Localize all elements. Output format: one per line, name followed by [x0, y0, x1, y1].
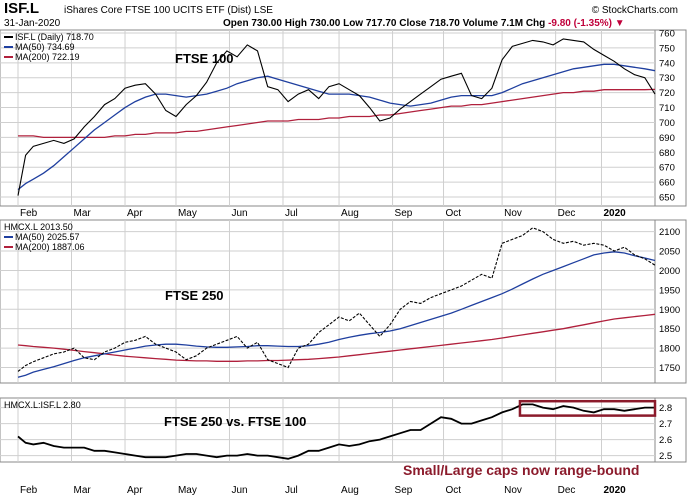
- x-month-label: Feb: [20, 208, 38, 219]
- exchange-label: LSE: [254, 5, 273, 16]
- x-month-label: Oct: [446, 485, 462, 496]
- low-label: Low: [343, 18, 364, 29]
- y-tick-label: 720: [659, 88, 675, 99]
- quote-summary: Open 730.00 High 730.00 Low 717.70 Close…: [223, 18, 625, 29]
- panel-title-ratio: FTSE 250 vs. FTSE 100: [164, 414, 306, 429]
- y-tick-label: 1750: [659, 363, 680, 374]
- price-line: [17, 38, 656, 196]
- legend-price: HMCX.L 2013.50: [4, 222, 73, 232]
- chart-date: 31-Jan-2020: [4, 18, 61, 29]
- y-tick-label: 1950: [659, 285, 680, 296]
- x-month-label: Jul: [285, 208, 298, 219]
- x-month-label: 2020: [603, 485, 626, 496]
- low-value: 717.70: [365, 18, 397, 29]
- y-tick-label: 2050: [659, 247, 680, 258]
- y-tick-label: 2.5: [659, 451, 672, 462]
- x-month-label: May: [178, 485, 197, 496]
- legend-ma200: MA(200) 722.19: [15, 52, 80, 62]
- security-name: iShares Core FTSE 100 UCITS ETF (Dist) L…: [64, 5, 273, 16]
- y-tick-label: 750: [659, 43, 675, 54]
- ma200-line: [17, 313, 656, 362]
- y-tick-label: 740: [659, 58, 675, 69]
- x-month-label: Dec: [558, 485, 576, 496]
- annotation-range-bound: Small/Large caps now range-bound: [403, 462, 639, 478]
- x-month-label: Nov: [504, 485, 522, 496]
- ticker-symbol: ISF.L: [4, 0, 40, 17]
- legend-ratio: HMCX.L:ISF.L 2.80: [4, 400, 81, 410]
- x-month-label: Feb: [20, 485, 38, 496]
- x-month-label: Sep: [395, 485, 413, 496]
- x-month-label: Aug: [341, 208, 359, 219]
- x-month-label: Sep: [395, 208, 413, 219]
- close-label: Close: [399, 18, 427, 29]
- y-tick-label: 660: [659, 178, 675, 189]
- y-tick-label: 730: [659, 73, 675, 84]
- panel-frame: [0, 29, 687, 207]
- legend-ma50: MA(50) 734.69: [15, 42, 75, 52]
- open-value: 730.00: [251, 18, 282, 29]
- open-label: Open: [223, 18, 249, 29]
- high-label: High: [284, 18, 307, 29]
- y-tick-label: 670: [659, 163, 675, 174]
- change-value: -9.80 (-1.35%): [548, 18, 612, 29]
- y-tick-label: 760: [659, 28, 675, 39]
- y-tick-label: 2000: [659, 266, 680, 277]
- x-month-label: Nov: [504, 208, 522, 219]
- range-bound-box: [518, 399, 657, 417]
- panel-frame: [0, 397, 687, 463]
- x-month-label: Apr: [127, 208, 143, 219]
- panel-title-ftse100: FTSE 100: [175, 51, 234, 66]
- price-line: [17, 227, 656, 372]
- ma200-line: [18, 88, 656, 139]
- y-tick-label: 1800: [659, 344, 680, 355]
- x-month-label: Mar: [74, 208, 92, 219]
- high-value: 730.00: [309, 18, 341, 29]
- close-value: 718.70: [429, 18, 460, 29]
- y-tick-label: 700: [659, 118, 675, 129]
- change-label: Chg: [525, 18, 546, 29]
- x-month-label: Mar: [74, 485, 92, 496]
- y-tick-label: 2.6: [659, 435, 672, 446]
- legend-price: ISF.L (Daily) 718.70: [15, 32, 94, 42]
- volume-label: Volume: [462, 18, 499, 29]
- y-tick-label: 1850: [659, 324, 680, 335]
- panel-frame: [0, 219, 687, 384]
- security-full-name: iShares Core FTSE 100 UCITS ETF (Dist): [64, 5, 252, 16]
- ratio-line: [17, 403, 655, 460]
- ma50-line: [17, 251, 656, 378]
- x-month-label: May: [178, 208, 197, 219]
- x-month-label: Aug: [341, 485, 359, 496]
- y-tick-label: 710: [659, 103, 675, 114]
- x-month-label: Jul: [285, 485, 298, 496]
- panel-title-ftse250: FTSE 250: [165, 288, 224, 303]
- x-month-label: 2020: [603, 208, 626, 219]
- y-tick-label: 2100: [659, 227, 680, 238]
- x-month-label: Apr: [127, 485, 143, 496]
- y-tick-label: 2.8: [659, 403, 672, 414]
- y-tick-label: 680: [659, 148, 675, 159]
- volume-value: 7.1M: [500, 18, 524, 29]
- legend-ma200: MA(200) 1887.06: [15, 242, 85, 252]
- x-month-label: Dec: [558, 208, 576, 219]
- x-month-label: Jun: [231, 208, 247, 219]
- y-tick-label: 650: [659, 193, 675, 204]
- x-month-label: Oct: [446, 208, 462, 219]
- source-credit: © StockCharts.com: [591, 5, 678, 16]
- y-tick-label: 2.7: [659, 419, 672, 430]
- y-tick-label: 1900: [659, 305, 680, 316]
- legend-ma50: MA(50) 2025.57: [15, 232, 80, 242]
- down-arrow-icon: ▼: [614, 18, 625, 29]
- chart-header: ISF.L iShares Core FTSE 100 UCITS ETF (D…: [0, 0, 700, 30]
- y-tick-label: 690: [659, 133, 675, 144]
- ma50-line: [17, 63, 656, 191]
- x-month-label: Jun: [231, 485, 247, 496]
